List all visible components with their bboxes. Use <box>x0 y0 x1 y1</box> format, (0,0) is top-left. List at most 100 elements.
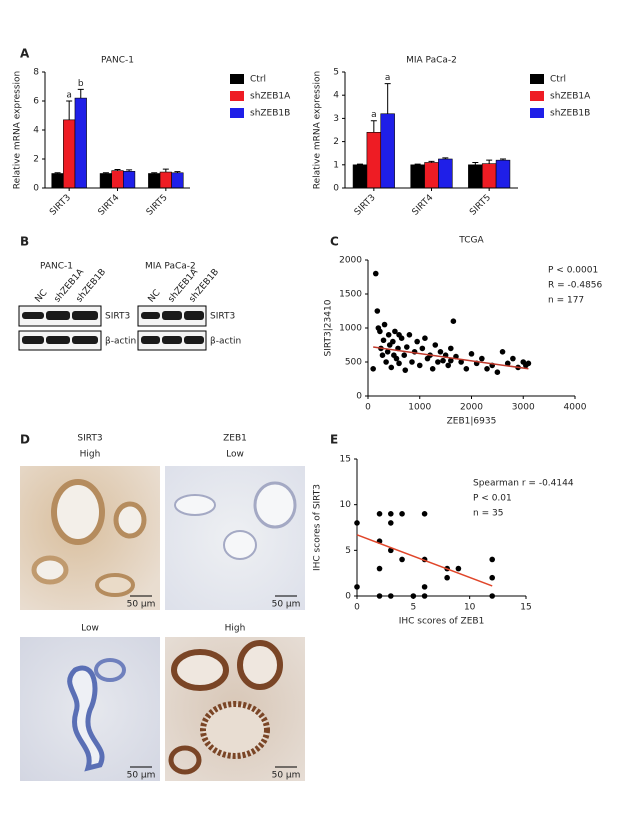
y-tick-label: 0 <box>356 392 362 402</box>
point <box>390 338 396 345</box>
legend-label: shZEB1B <box>250 109 290 119</box>
bar <box>123 171 136 189</box>
level-label: Low <box>81 624 99 634</box>
point <box>354 520 360 526</box>
point <box>419 345 426 352</box>
legend-swatch <box>230 108 244 118</box>
protein-label: SIRT3 <box>105 312 130 322</box>
point <box>489 593 496 599</box>
point <box>421 593 428 599</box>
level-label: High <box>225 624 246 634</box>
bar <box>380 113 395 189</box>
legend-label: shZEB1A <box>550 92 591 102</box>
point <box>379 352 386 359</box>
legend-swatch <box>230 74 244 84</box>
chart-title: PANC-1 <box>101 56 134 66</box>
y-tick-label: 5 <box>345 546 351 556</box>
scale-bar-label: 50 μm <box>272 771 301 781</box>
point <box>421 511 428 517</box>
point <box>458 359 464 365</box>
point <box>370 366 376 372</box>
y-tick-label: 0 <box>333 184 339 194</box>
x-tick-label: SIRT4 <box>96 193 121 218</box>
error-bar <box>414 163 421 165</box>
x-tick-label: 15 <box>520 603 531 613</box>
y-tick-label: 15 <box>340 455 351 465</box>
point <box>404 344 410 350</box>
chart-title: MIA PaCa-2 <box>406 56 457 66</box>
blot-title: MIA PaCa-2 <box>145 262 196 272</box>
y-axis-label: IHC scores of SIRT3 <box>313 484 323 571</box>
error-bar <box>356 163 363 165</box>
error-bar <box>472 161 479 165</box>
x-tick-label: 3000 <box>512 403 535 413</box>
x-tick-label: SIRT5 <box>145 193 170 218</box>
point <box>388 593 394 599</box>
point <box>385 332 392 338</box>
y-tick-label: 0 <box>33 184 39 194</box>
point <box>479 355 485 362</box>
point <box>354 584 360 590</box>
legend-swatch <box>530 74 544 84</box>
point <box>463 366 470 372</box>
x-tick-label: 1000 <box>408 403 431 413</box>
marker-label: SIRT3 <box>77 434 102 444</box>
bar <box>410 164 425 189</box>
error-bar <box>66 100 73 120</box>
y-tick-label: 3 <box>333 114 339 124</box>
annotation: n = 177 <box>548 296 584 306</box>
bar <box>468 164 483 189</box>
annotation: R = -0.4856 <box>548 281 603 291</box>
point <box>376 593 383 599</box>
point <box>484 366 490 372</box>
histology-panel: SIRT3 High ZEB1 Low Low High <box>20 434 305 781</box>
legend-label: Ctrl <box>250 75 266 85</box>
y-axis-label: Relative mRNA expression <box>313 71 323 189</box>
scale-bar-label: 50 μm <box>127 600 156 610</box>
point <box>435 359 441 365</box>
point <box>445 362 452 369</box>
point <box>393 355 400 362</box>
bar <box>111 170 124 189</box>
point <box>372 270 379 277</box>
panel-label: E <box>330 433 338 447</box>
bar <box>352 164 368 189</box>
point <box>422 335 428 342</box>
significance-label: a <box>371 110 377 120</box>
point <box>429 366 436 372</box>
point <box>399 556 405 563</box>
legend-label: Ctrl <box>550 75 566 85</box>
point <box>388 547 394 554</box>
y-tick-label: 4 <box>333 91 339 101</box>
error-bar <box>102 172 109 174</box>
point <box>388 520 394 526</box>
panel-label: B <box>20 235 29 249</box>
bar <box>438 158 453 189</box>
point <box>406 332 413 338</box>
panel-label: C <box>330 235 339 249</box>
point <box>416 362 423 369</box>
point <box>450 318 457 325</box>
annotation: Spearman r = -0.4144 <box>473 479 574 489</box>
point <box>494 369 501 376</box>
point <box>510 355 516 362</box>
bar <box>99 173 112 189</box>
point <box>376 565 383 572</box>
point <box>437 349 444 355</box>
y-tick-label: 4 <box>33 126 39 136</box>
point <box>383 359 389 365</box>
bar <box>366 132 382 189</box>
point <box>444 574 450 581</box>
x-tick-label: 4000 <box>564 403 587 413</box>
point <box>396 360 402 367</box>
y-tick-label: 8 <box>33 68 39 78</box>
point <box>396 332 402 338</box>
error-bar <box>126 169 133 172</box>
error-bar <box>114 168 121 171</box>
x-tick-label: 5 <box>410 603 416 613</box>
fit-line <box>356 534 493 587</box>
bar <box>171 172 184 189</box>
error-bar <box>500 158 507 161</box>
protein-label: β-actin <box>210 337 241 347</box>
